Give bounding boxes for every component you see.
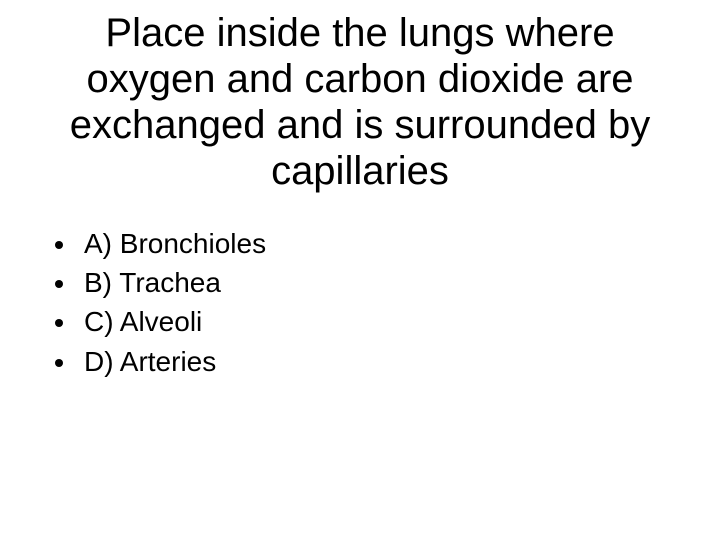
- option-b: B) Trachea: [78, 263, 680, 302]
- question-title: Place inside the lungs where oxygen and …: [60, 10, 660, 194]
- options-list: A) Bronchioles B) Trachea C) Alveoli D) …: [40, 224, 680, 381]
- option-c: C) Alveoli: [78, 302, 680, 341]
- option-a: A) Bronchioles: [78, 224, 680, 263]
- option-d: D) Arteries: [78, 342, 680, 381]
- slide-container: Place inside the lungs where oxygen and …: [0, 0, 720, 540]
